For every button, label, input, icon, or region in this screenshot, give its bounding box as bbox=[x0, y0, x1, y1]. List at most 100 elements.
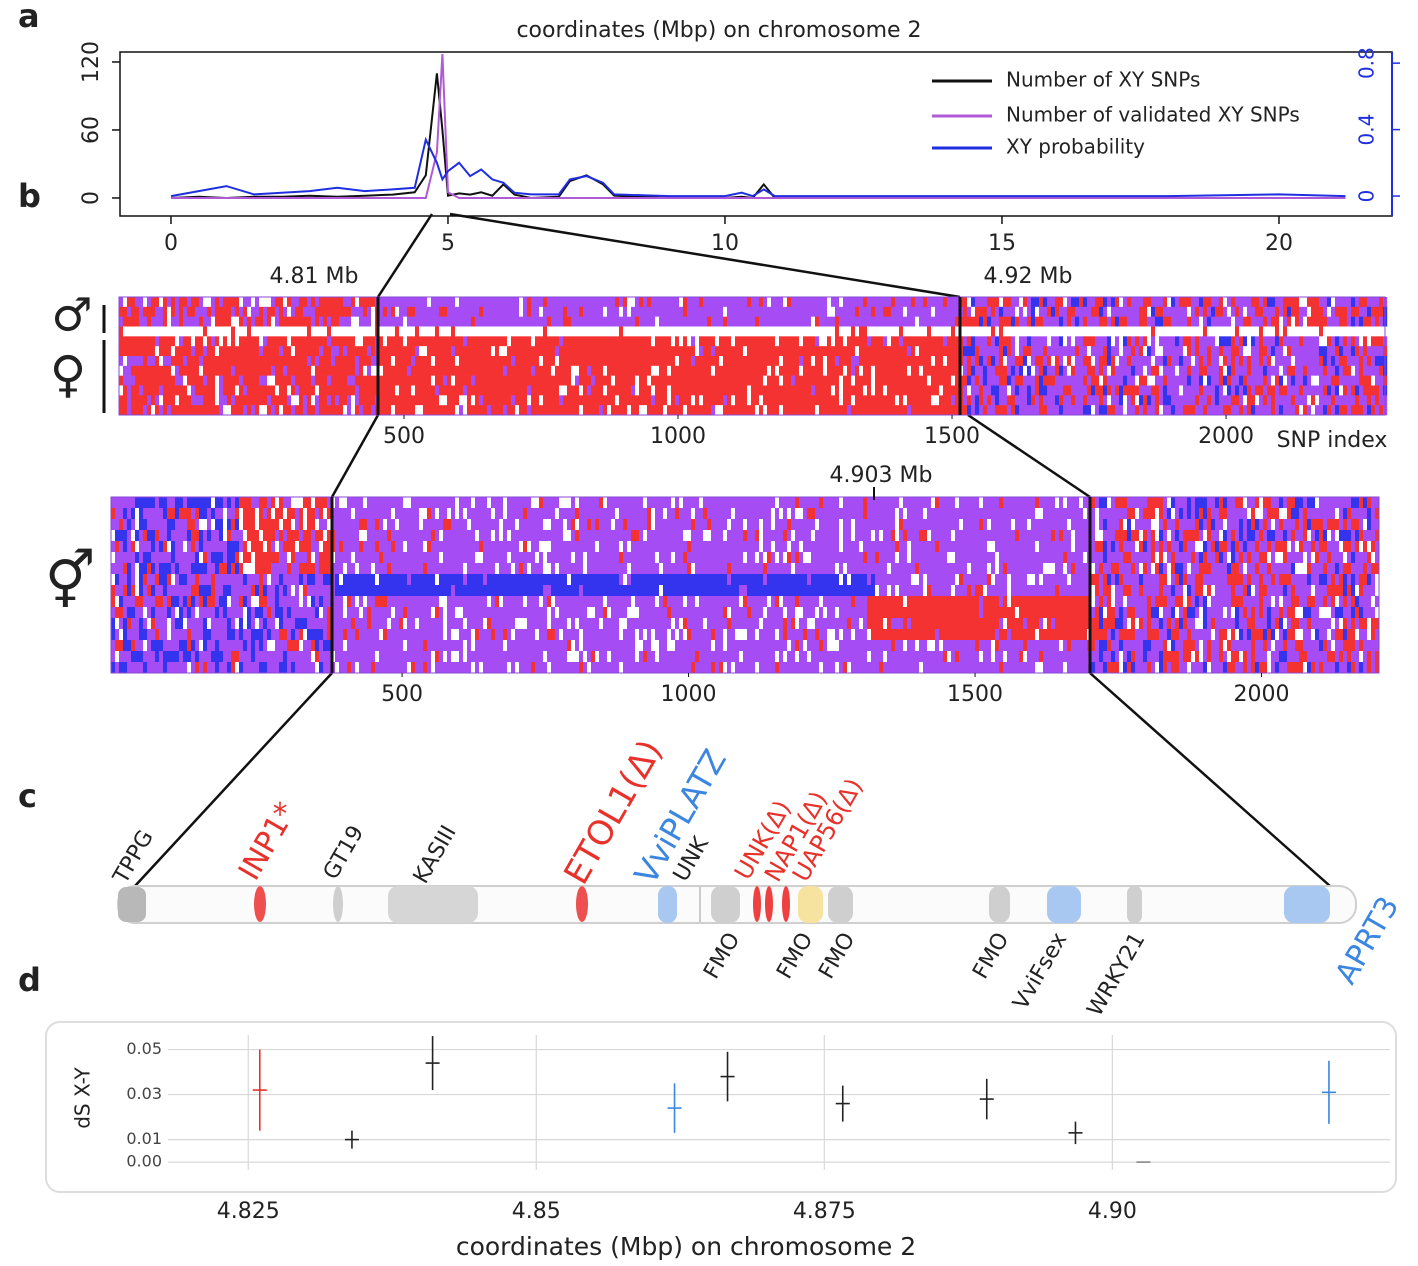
heatmap-cell bbox=[183, 662, 188, 674]
heatmap-cell bbox=[191, 336, 196, 347]
heatmap-cell bbox=[1135, 395, 1140, 406]
heatmap-cell bbox=[707, 297, 712, 308]
heatmap-cell bbox=[427, 385, 432, 396]
heatmap-cell bbox=[367, 607, 372, 619]
heatmap-cell bbox=[691, 356, 696, 367]
heatmap-cell bbox=[615, 395, 620, 406]
heatmap-cell bbox=[703, 385, 708, 396]
heatmap-cell bbox=[227, 297, 232, 308]
heatmap-cell bbox=[687, 375, 692, 386]
heatmap-cell bbox=[127, 651, 132, 663]
heatmap-cell bbox=[1011, 346, 1016, 357]
heatmap-cell bbox=[1331, 346, 1336, 357]
heatmap-cell bbox=[191, 640, 196, 652]
heatmap-cell bbox=[1059, 375, 1064, 386]
heatmap-cell bbox=[395, 297, 400, 308]
heatmap-cell bbox=[739, 365, 744, 376]
heatmap-cell bbox=[611, 306, 616, 317]
x-tick-label: 20 bbox=[1265, 231, 1293, 256]
heatmap-cell bbox=[115, 519, 120, 531]
heatmap-cell bbox=[187, 541, 192, 553]
heatmap-cell bbox=[991, 297, 996, 308]
heatmap-cell bbox=[363, 596, 368, 608]
heatmap-cell bbox=[687, 316, 692, 327]
heatmap-cell bbox=[175, 563, 180, 575]
heatmap-cell bbox=[847, 385, 852, 396]
heatmap-cell bbox=[919, 326, 924, 337]
heatmap-cell bbox=[1167, 356, 1172, 367]
heatmap-cell bbox=[503, 365, 508, 376]
heatmap-cell bbox=[503, 356, 508, 367]
heatmap-cell bbox=[391, 316, 396, 327]
heatmap-cell bbox=[699, 316, 704, 327]
heatmap-cell bbox=[879, 326, 884, 337]
heatmap-cell bbox=[571, 375, 576, 386]
heatmap-cell bbox=[399, 297, 404, 308]
heatmap-cell bbox=[291, 640, 296, 652]
heatmap-cell bbox=[1287, 365, 1292, 376]
heatmap-cell bbox=[335, 552, 340, 564]
heatmap-cell bbox=[895, 316, 900, 327]
heatmap-cell bbox=[1139, 297, 1144, 308]
heatmap-cell bbox=[119, 662, 124, 674]
heatmap-cell bbox=[575, 336, 580, 347]
heatmap-cell bbox=[707, 395, 712, 406]
heatmap-cell bbox=[651, 365, 656, 376]
heatmap-cell bbox=[223, 541, 228, 553]
heatmap-cell bbox=[1323, 306, 1328, 317]
heatmap-cell bbox=[359, 306, 364, 317]
heatmap-cell bbox=[159, 629, 164, 641]
heatmap-cell bbox=[155, 306, 160, 317]
heatmap-cell bbox=[1355, 326, 1360, 337]
heatmap-cell bbox=[1275, 365, 1280, 376]
heatmap-cell bbox=[555, 395, 560, 406]
heatmap-cell bbox=[603, 316, 608, 327]
heatmap-cell bbox=[1051, 385, 1056, 396]
heatmap-cell bbox=[487, 346, 492, 357]
heatmap-cell bbox=[467, 395, 472, 406]
heatmap-cell bbox=[491, 316, 496, 327]
heatmap-cell bbox=[235, 336, 240, 347]
heatmap-cell bbox=[667, 346, 672, 357]
heatmap-cell bbox=[323, 541, 328, 553]
heatmap-cell bbox=[347, 405, 352, 416]
heatmap-cell bbox=[247, 326, 252, 337]
heatmap-cell bbox=[735, 375, 740, 386]
heatmap-cell bbox=[119, 585, 124, 597]
heatmap-cell bbox=[1087, 365, 1092, 376]
heatmap-cell bbox=[387, 519, 392, 531]
heatmap-cell bbox=[1079, 385, 1084, 396]
heatmap-cell bbox=[803, 316, 808, 327]
heatmap-cell bbox=[1335, 405, 1340, 416]
heatmap-cell bbox=[319, 326, 324, 337]
heatmap-cell bbox=[255, 405, 260, 416]
heatmap-cell bbox=[351, 395, 356, 406]
heatmap-cell bbox=[363, 405, 368, 416]
heatmap-cell bbox=[191, 607, 196, 619]
heatmap-cell bbox=[815, 326, 820, 337]
heatmap-cell bbox=[1127, 336, 1132, 347]
heatmap-cell bbox=[239, 405, 244, 416]
heatmap-cell bbox=[939, 385, 944, 396]
heatmap-cell bbox=[211, 405, 216, 416]
heatmap-cell bbox=[1011, 336, 1016, 347]
heatmap-cell bbox=[895, 326, 900, 337]
heatmap-cell bbox=[379, 497, 384, 509]
heatmap-cell bbox=[1091, 306, 1096, 317]
heatmap-cell bbox=[115, 541, 120, 553]
heatmap-cell bbox=[871, 336, 876, 347]
heatmap-cell bbox=[187, 508, 192, 520]
heatmap-cell bbox=[119, 497, 124, 509]
heatmap-cell bbox=[731, 365, 736, 376]
heatmap-cell bbox=[675, 326, 680, 337]
heatmap-cell bbox=[1311, 356, 1316, 367]
heatmap-cell bbox=[243, 356, 248, 367]
heatmap-cell bbox=[1019, 326, 1024, 337]
panel-label: c bbox=[18, 777, 37, 815]
heatmap-cell bbox=[455, 316, 460, 327]
heatmap-cell bbox=[239, 607, 244, 619]
heatmap-cell bbox=[875, 326, 880, 337]
heatmap-cell bbox=[355, 395, 360, 406]
heatmap-cell bbox=[843, 316, 848, 327]
heatmap-cell bbox=[347, 563, 352, 575]
